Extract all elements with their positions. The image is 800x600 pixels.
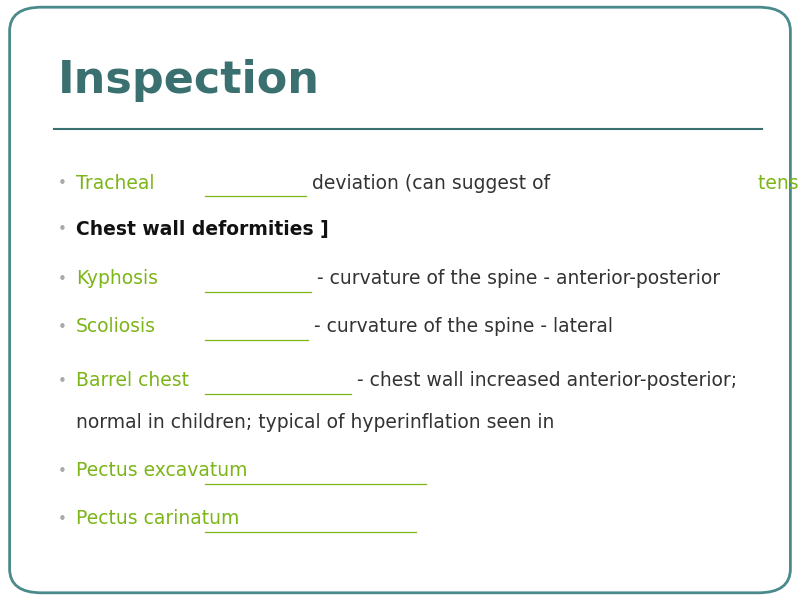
Text: deviation (can suggest of: deviation (can suggest of <box>306 173 556 193</box>
Text: •: • <box>58 463 66 479</box>
Text: •: • <box>58 176 66 191</box>
Text: Pectus excavatum: Pectus excavatum <box>76 461 247 481</box>
Text: •: • <box>58 373 66 389</box>
Text: Barrel chest: Barrel chest <box>76 371 189 391</box>
Text: •: • <box>58 319 66 335</box>
Text: Chest wall deformities ]: Chest wall deformities ] <box>76 220 329 239</box>
FancyBboxPatch shape <box>10 7 790 593</box>
Text: - curvature of the spine - anterior-posterior: - curvature of the spine - anterior-post… <box>311 269 720 289</box>
Text: Tracheal: Tracheal <box>76 173 154 193</box>
Text: normal in children; typical of hyperinflation seen in: normal in children; typical of hyperinfl… <box>76 413 560 433</box>
Text: •: • <box>58 222 66 237</box>
Text: •: • <box>58 271 66 286</box>
Text: - curvature of the spine - lateral: - curvature of the spine - lateral <box>308 317 614 337</box>
Text: - chest wall increased anterior-posterior;: - chest wall increased anterior-posterio… <box>351 371 737 391</box>
Text: Scoliosis: Scoliosis <box>76 317 156 337</box>
Text: Kyphosis: Kyphosis <box>76 269 158 289</box>
Text: tension pneumothorax: tension pneumothorax <box>758 173 800 193</box>
Text: Pectus carinatum: Pectus carinatum <box>76 509 239 529</box>
Text: •: • <box>58 511 66 527</box>
Text: Inspection: Inspection <box>58 59 320 102</box>
